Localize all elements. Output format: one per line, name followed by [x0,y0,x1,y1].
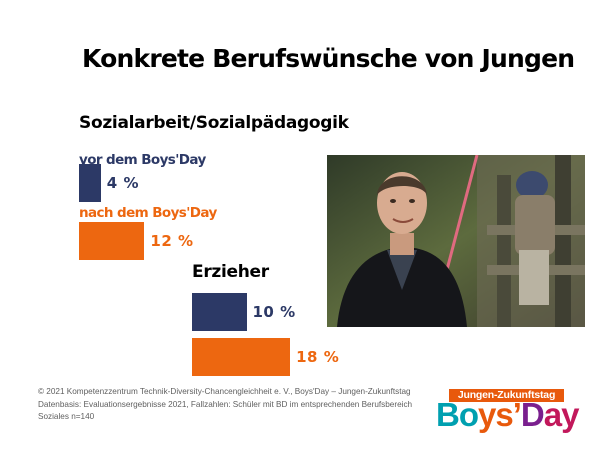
photo-illustration [327,155,585,327]
value-label-sozialarbeit-after: 12 % [150,232,194,250]
logo-letter: y [478,396,496,433]
category-label-erzieher: Erzieher [192,262,269,282]
photo-boy-playground [327,155,585,327]
logo-letter: D [520,396,545,433]
boys-day-logo: Boys’Day [436,396,579,434]
logo-letter: y [561,396,579,433]
footer-data-basis: Datenbasis: Evaluationsergebnisse 2021, … [38,399,413,409]
chart-title: Konkrete Berufswünsche von Jungen [82,44,575,73]
logo-letter: a [543,396,562,433]
logo-letter: o [458,396,479,433]
value-label-sozialarbeit-before: 4 % [106,174,139,192]
value-label-erzieher-before: 10 % [252,303,296,321]
bar-sozialarbeit-after [79,222,145,260]
logo-letter: ’ [512,396,522,433]
footer-sample-size: Soziales n=140 [38,412,95,421]
series-label-after: nach dem Boys'Day [79,205,217,221]
logo-tagline: Jungen-Zukunftstag [449,389,564,402]
logo-letter: s [495,396,513,433]
series-label-before: vor dem Boys'Day [79,152,206,168]
value-label-erzieher-after: 18 % [296,348,340,366]
footer-source: © 2021 Kompetenzzentrum Technik-Diversit… [38,386,413,424]
category-label-sozialarbeit: Sozialarbeit/Sozialpädagogik [79,113,349,133]
footer-copyright: © 2021 Kompetenzzentrum Technik-Diversit… [38,387,411,396]
bar-erzieher-after [192,338,291,376]
logo-letter: B [436,396,460,433]
bar-erzieher-before [192,293,247,331]
bar-sozialarbeit-before [79,164,101,202]
